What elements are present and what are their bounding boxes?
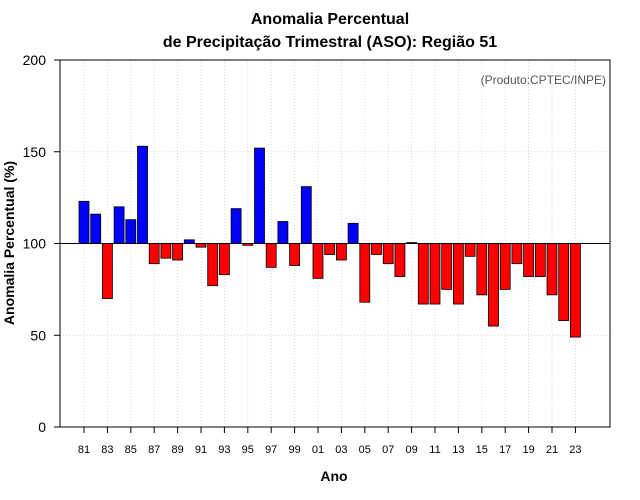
x-tick-label: 03 (335, 444, 347, 456)
x-tick-label: 83 (101, 444, 113, 456)
bar-97 (265, 243, 277, 268)
bar-90 (183, 239, 195, 244)
bars (78, 145, 581, 338)
bar-92 (207, 243, 219, 287)
bar-11 (429, 243, 441, 305)
bar-13 (452, 243, 464, 305)
bar-03 (335, 243, 347, 261)
x-tick-label: 91 (195, 444, 207, 456)
x-tick-label: 11 (429, 444, 440, 456)
bar-82 (90, 213, 102, 244)
bar-81 (78, 200, 90, 244)
bar-06 (371, 243, 382, 255)
bar-00 (300, 186, 312, 244)
bar-86 (137, 145, 148, 244)
chart-title-line1: Anomalia Percentual (251, 11, 409, 28)
chart-title-line2: de Precipitação Trimestral (ASO): Região… (163, 34, 497, 51)
x-tick-label: 89 (171, 444, 183, 456)
x-axis: 81 83 85 87 89 91 93 95 97 99 01 03 05 07 09 11 13 15 17 19… (78, 427, 582, 456)
bar-17 (499, 243, 511, 290)
bar-19 (523, 243, 534, 277)
bar-12 (441, 243, 453, 290)
y-axis: 0 50 100 150 200 (23, 52, 60, 435)
bar-18 (511, 243, 523, 265)
x-tick-label: 93 (218, 444, 230, 456)
y-tick-label: 200 (23, 52, 47, 68)
x-tick-label: 97 (265, 444, 277, 456)
bar-14 (464, 243, 476, 257)
bar-88 (160, 243, 172, 259)
x-tick-label: 15 (476, 444, 488, 456)
bar-05 (359, 243, 371, 303)
bar-02 (324, 243, 336, 255)
bar-84 (113, 206, 125, 244)
bar-08 (394, 243, 406, 277)
bar-22 (558, 243, 570, 321)
bar-94 (230, 208, 242, 244)
x-tick-label: 05 (359, 444, 371, 456)
bar-93 (218, 243, 230, 276)
x-tick-label: 81 (78, 444, 90, 456)
x-tick-label: 87 (148, 444, 160, 456)
bar-98 (277, 221, 289, 244)
y-tick-label: 100 (23, 236, 47, 252)
bar-20 (534, 243, 546, 277)
y-tick-label: 0 (38, 419, 46, 435)
y-tick-label: 50 (30, 327, 46, 343)
bar-23 (570, 243, 581, 338)
x-tick-label: 01 (312, 444, 324, 456)
bar-10 (417, 243, 429, 305)
y-tick-label: 150 (23, 144, 47, 160)
bar-07 (382, 243, 394, 265)
x-tick-label: 99 (288, 444, 300, 456)
x-tick-label: 09 (405, 444, 417, 456)
x-axis-label: Ano (320, 468, 347, 484)
bar-16 (488, 243, 499, 327)
bar-99 (289, 243, 301, 266)
credit-text: (Produto:CPTEC/INPE) (481, 73, 606, 87)
bar-01 (312, 243, 324, 279)
x-tick-label: 19 (522, 444, 534, 456)
bar-85 (125, 219, 137, 244)
x-tick-label: 21 (546, 444, 558, 456)
bar-83 (102, 243, 113, 299)
x-tick-label: 85 (125, 444, 137, 456)
x-tick-label: 23 (569, 444, 581, 456)
bar-04 (347, 222, 359, 244)
bar-91 (195, 243, 207, 248)
y-axis-label: Anomalia Percentual (%) (1, 161, 17, 325)
bar-21 (546, 243, 558, 296)
bar-89 (172, 243, 184, 261)
x-tick-label: 17 (499, 444, 511, 456)
bar-87 (148, 243, 160, 265)
x-tick-label: 13 (452, 444, 464, 456)
x-tick-label: 95 (242, 444, 254, 456)
x-tick-label: 07 (382, 444, 394, 456)
bar-15 (476, 243, 488, 296)
bar-96 (254, 147, 265, 244)
